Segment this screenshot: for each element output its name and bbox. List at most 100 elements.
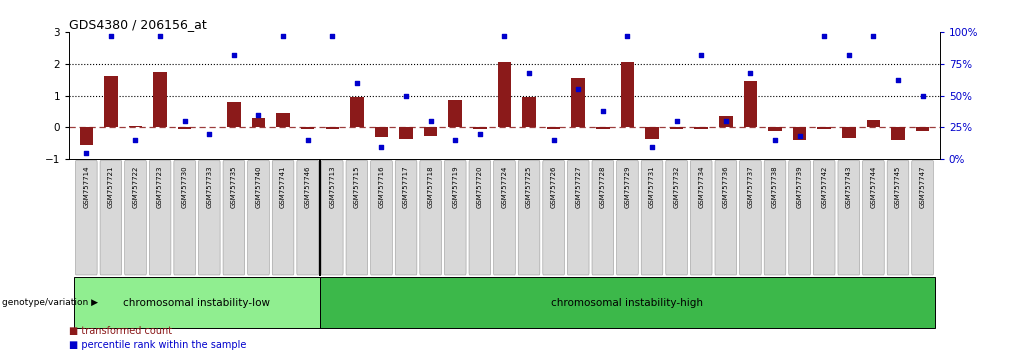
Bar [351,97,364,127]
Text: ■ transformed count: ■ transformed count [69,326,173,336]
Bar [695,127,708,129]
Bar [74,277,320,328]
Point [127,137,143,143]
Text: GSM757731: GSM757731 [649,165,655,208]
Bar [79,127,93,145]
Point [546,137,562,143]
Bar [424,127,438,136]
Text: GSM757713: GSM757713 [329,165,335,208]
Bar [891,127,905,139]
FancyBboxPatch shape [887,160,908,275]
Point [644,144,660,149]
Text: GSM757735: GSM757735 [231,165,237,208]
Text: GSM757740: GSM757740 [255,165,261,208]
Bar [915,127,930,131]
Bar [719,116,733,127]
Point [447,137,463,143]
FancyBboxPatch shape [101,160,122,275]
Bar [252,118,265,127]
Bar [276,113,290,127]
FancyBboxPatch shape [346,160,368,275]
Text: GSM757724: GSM757724 [502,165,507,207]
FancyBboxPatch shape [224,160,245,275]
Point [743,70,759,75]
FancyBboxPatch shape [617,160,638,275]
Point [348,80,365,86]
Point [669,118,685,124]
Point [521,70,537,75]
Text: GSM757741: GSM757741 [280,165,287,208]
FancyBboxPatch shape [788,160,811,275]
Text: GSM757720: GSM757720 [477,165,483,208]
Text: GSM757742: GSM757742 [821,165,827,207]
FancyBboxPatch shape [395,160,417,275]
FancyBboxPatch shape [740,160,761,275]
Point [177,118,193,124]
Point [914,93,931,98]
Text: GSM757719: GSM757719 [452,165,458,208]
Text: GSM757739: GSM757739 [797,165,803,208]
FancyBboxPatch shape [198,160,220,275]
Text: GSM757734: GSM757734 [698,165,704,208]
FancyBboxPatch shape [272,160,294,275]
Bar [547,127,561,129]
Bar [842,127,855,138]
Bar [320,277,935,328]
Text: GSM757729: GSM757729 [625,165,630,208]
FancyBboxPatch shape [174,160,195,275]
Text: chromosomal instability-high: chromosomal instability-high [552,298,703,308]
Text: GSM757743: GSM757743 [845,165,851,208]
Point [250,112,266,118]
Text: GSM757727: GSM757727 [575,165,581,208]
Point [152,33,169,39]
Bar [670,127,684,129]
Text: GSM757746: GSM757746 [305,165,311,208]
Point [226,52,242,58]
Text: GSM757747: GSM757747 [919,165,926,208]
Bar [522,97,535,127]
FancyBboxPatch shape [665,160,688,275]
Point [300,137,316,143]
Point [791,133,808,139]
Text: GSM757718: GSM757718 [428,165,434,208]
Text: GSM757726: GSM757726 [551,165,557,208]
Text: GSM757722: GSM757722 [132,165,138,207]
Text: GSM757715: GSM757715 [354,165,360,208]
Bar [129,126,142,127]
FancyBboxPatch shape [321,160,343,275]
Point [423,118,439,124]
FancyBboxPatch shape [297,160,318,275]
Bar [153,72,167,127]
Bar [178,127,191,129]
Text: GSM757728: GSM757728 [599,165,606,208]
Text: GSM757716: GSM757716 [379,165,384,208]
Bar [645,127,658,139]
Text: GDS4380 / 206156_at: GDS4380 / 206156_at [69,18,207,31]
Point [717,118,734,124]
Point [398,93,415,98]
Point [693,52,709,58]
Bar [498,62,511,127]
Point [324,33,340,39]
Text: GSM757723: GSM757723 [157,165,164,208]
Bar [325,127,339,129]
Text: chromosomal instability-low: chromosomal instability-low [124,298,270,308]
Point [816,33,832,39]
FancyBboxPatch shape [444,160,466,275]
Bar [375,127,388,137]
Bar [768,127,781,131]
Point [570,86,586,92]
FancyBboxPatch shape [691,160,712,275]
Text: GSM757730: GSM757730 [182,165,188,208]
FancyBboxPatch shape [814,160,835,275]
Bar [399,127,412,139]
FancyBboxPatch shape [518,160,539,275]
FancyBboxPatch shape [469,160,491,275]
Point [373,144,389,149]
Point [496,33,512,39]
Bar [473,127,487,129]
Bar [448,101,462,127]
Point [471,131,488,137]
FancyBboxPatch shape [592,160,614,275]
Point [594,108,611,114]
